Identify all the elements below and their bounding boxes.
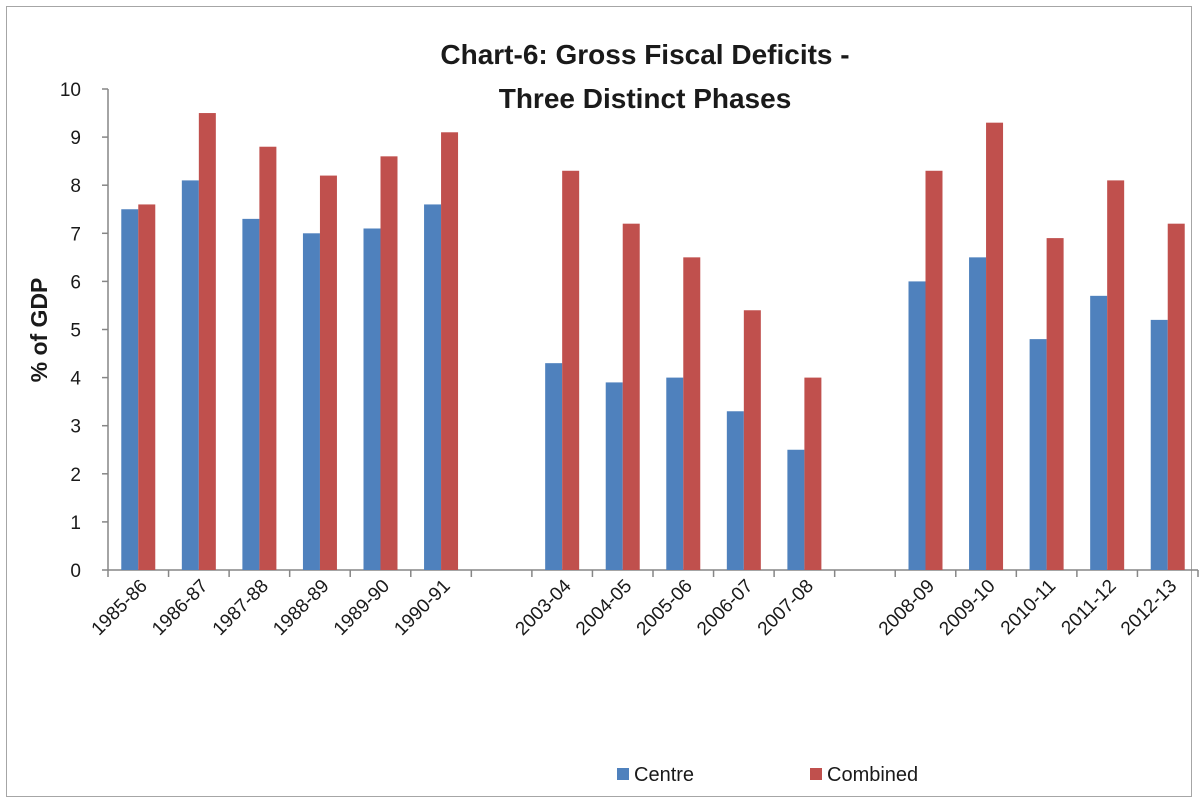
y-tick-label: 0 (70, 561, 81, 582)
y-tick-label: 9 (70, 128, 81, 149)
x-tick-label: 1990-91 (390, 576, 454, 640)
bar-combined (259, 147, 276, 570)
bar-combined (320, 176, 337, 570)
bar-centre (242, 219, 259, 570)
bar-centre (1030, 339, 1047, 570)
legend-label-centre: Centre (634, 764, 694, 786)
x-tick-label: 1987-88 (209, 576, 273, 640)
bar-centre (969, 257, 986, 570)
chart-title-line-1: Chart-6: Gross Fiscal Deficits - (440, 39, 849, 70)
bar-combined (562, 171, 579, 570)
bar-combined (138, 204, 155, 570)
y-tick-label: 4 (70, 369, 81, 390)
x-tick-label: 2003-04 (512, 575, 576, 639)
x-tick-label: 1989-90 (330, 576, 394, 640)
bar-centre (364, 228, 381, 570)
y-tick-label: 6 (70, 272, 81, 293)
bar-combined (199, 113, 216, 570)
plot-area: 0 1 2 3 4 5 6 7 8 9 10 1985-861986-871987-881988-89… (60, 80, 1198, 640)
x-tick-label: 2011-12 (1058, 576, 1121, 639)
y-tick-label: 10 (60, 80, 81, 101)
x-tick-label: 2008-09 (875, 576, 939, 640)
bar-centre (182, 180, 199, 570)
legend-swatch-centre (617, 768, 629, 780)
bar-combined (441, 132, 458, 570)
bar-centre (1151, 320, 1168, 570)
bar-combined (1107, 180, 1124, 570)
bar-centre (666, 378, 683, 570)
bar-combined (623, 224, 640, 570)
bar-combined (926, 171, 943, 570)
bar-centre (121, 209, 138, 570)
legend-label-combined: Combined (827, 764, 918, 786)
y-tick-label: 8 (70, 176, 81, 197)
y-tick-label: 5 (70, 321, 81, 342)
y-axis-label: % of GDP (26, 278, 52, 383)
x-tick-label: 2009-10 (935, 576, 999, 640)
x-tick-label: 2004-05 (572, 576, 636, 640)
bar-centre (545, 363, 562, 570)
x-tick-label: 2007-08 (754, 576, 818, 640)
chart-title-line-2: Three Distinct Phases (499, 83, 792, 114)
x-tick-label: 2006-07 (693, 576, 757, 640)
bar-combined (1047, 238, 1064, 570)
bar-centre (606, 382, 623, 570)
x-tick-label: 2010-11 (997, 576, 1060, 639)
bar-centre (787, 450, 804, 570)
bar-combined (986, 123, 1003, 570)
legend-swatch-combined (810, 768, 822, 780)
x-tick-label: 2012-13 (1117, 576, 1181, 640)
chart-title: Chart-6: Gross Fiscal Deficits - Three D… (440, 39, 849, 114)
y-tick-label: 3 (70, 417, 81, 438)
x-tick-label: 1985-86 (88, 576, 152, 640)
y-tick-label: 2 (70, 465, 81, 486)
bar-centre (303, 233, 320, 570)
y-tick-label: 1 (70, 513, 81, 534)
y-tick-label: 7 (70, 224, 81, 245)
x-tick-label: 1988-89 (269, 576, 333, 640)
bar-centre (424, 204, 441, 570)
bar-centre (727, 411, 744, 570)
x-tick-label: 1986-87 (148, 576, 212, 640)
bar-combined (381, 156, 398, 570)
bar-combined (1168, 224, 1185, 570)
bar-combined (744, 310, 761, 570)
bar-centre (1090, 296, 1107, 570)
bar-combined (804, 378, 821, 570)
legend: Centre Combined (617, 764, 918, 786)
bar-centre (909, 281, 926, 570)
bar-combined (683, 257, 700, 570)
x-tick-label: 2005-06 (633, 576, 697, 640)
